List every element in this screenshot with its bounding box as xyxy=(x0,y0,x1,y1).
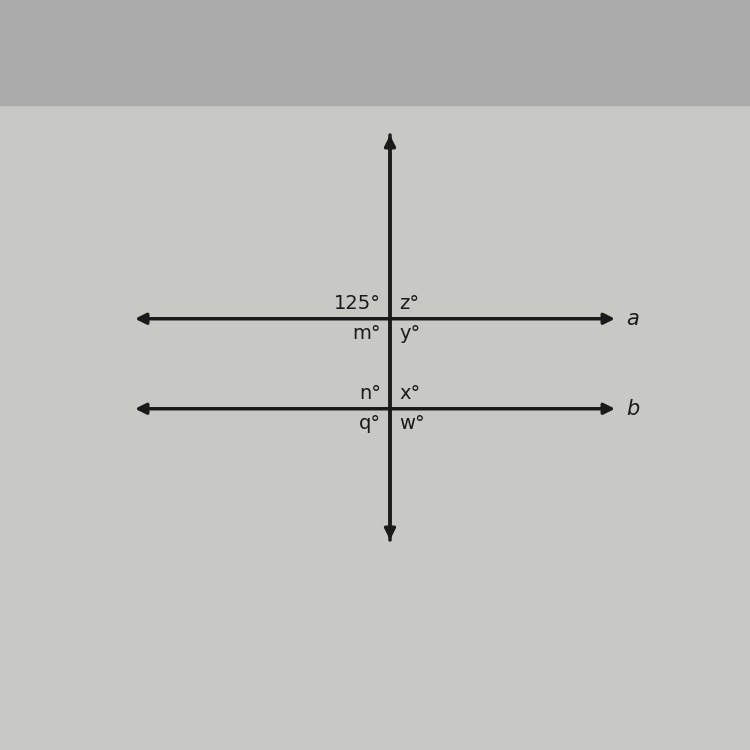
Text: a: a xyxy=(626,309,639,328)
Text: w°: w° xyxy=(399,414,424,434)
Text: m°: m° xyxy=(352,324,381,344)
Bar xyxy=(0,0,750,105)
Text: 125°: 125° xyxy=(334,294,381,314)
Text: y°: y° xyxy=(399,324,420,344)
Text: b: b xyxy=(626,399,640,418)
Text: n°: n° xyxy=(359,384,381,404)
Text: x°: x° xyxy=(399,384,420,404)
Text: z°: z° xyxy=(399,294,419,314)
Text: q°: q° xyxy=(358,414,381,434)
